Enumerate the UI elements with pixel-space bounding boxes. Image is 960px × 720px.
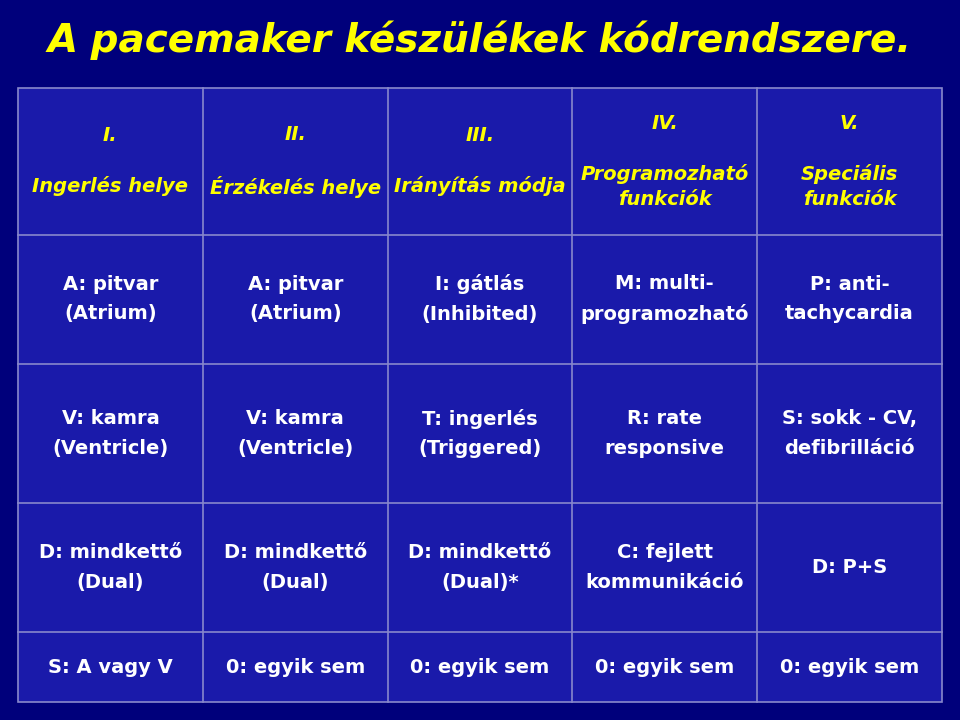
Text: D: mindkettő
(Dual): D: mindkettő (Dual) xyxy=(224,544,367,592)
Bar xyxy=(757,632,942,702)
Bar xyxy=(572,632,757,702)
Bar xyxy=(18,364,203,503)
Bar xyxy=(18,88,942,702)
Text: D: mindkettő
(Dual)*: D: mindkettő (Dual)* xyxy=(408,544,552,592)
Text: P: anti-
tachycardia: P: anti- tachycardia xyxy=(785,275,914,323)
Bar xyxy=(388,632,572,702)
Bar xyxy=(203,364,388,503)
Text: R: rate
responsive: R: rate responsive xyxy=(605,409,725,458)
Bar xyxy=(572,364,757,503)
Text: 0: egyik sem: 0: egyik sem xyxy=(410,657,550,677)
Bar xyxy=(757,88,942,235)
Bar xyxy=(572,503,757,632)
Text: S: A vagy V: S: A vagy V xyxy=(48,657,173,677)
Bar xyxy=(203,235,388,364)
Text: A pacemaker készülékek kódrendszere.: A pacemaker készülékek kódrendszere. xyxy=(48,20,912,60)
Text: C: fejlett
kommunikáció: C: fejlett kommunikáció xyxy=(586,544,744,592)
Text: V: kamra
(Ventricle): V: kamra (Ventricle) xyxy=(237,409,353,458)
Text: S: sokk - CV,
defibrilláció: S: sokk - CV, defibrilláció xyxy=(782,409,917,458)
Bar xyxy=(203,632,388,702)
Bar xyxy=(757,503,942,632)
Bar xyxy=(388,88,572,235)
Bar xyxy=(388,503,572,632)
Text: M: multi-
programozható: M: multi- programozható xyxy=(581,274,749,324)
Text: I: gátlás
(Inhibited): I: gátlás (Inhibited) xyxy=(421,274,539,324)
Bar xyxy=(757,235,942,364)
Text: I.

Ingerlés helye: I. Ingerlés helye xyxy=(33,126,188,197)
Text: II.

Érzékelés helye: II. Érzékelés helye xyxy=(209,125,381,198)
Bar xyxy=(388,364,572,503)
Bar xyxy=(18,632,203,702)
Text: 0: egyik sem: 0: egyik sem xyxy=(780,657,920,677)
Text: T: ingerlés
(Triggered): T: ingerlés (Triggered) xyxy=(419,409,541,458)
Bar xyxy=(388,235,572,364)
Text: 0: egyik sem: 0: egyik sem xyxy=(595,657,734,677)
Bar xyxy=(18,235,203,364)
Bar xyxy=(18,503,203,632)
Bar xyxy=(203,88,388,235)
Text: III.

Irányítás módja: III. Irányítás módja xyxy=(395,126,565,197)
Text: V: kamra
(Ventricle): V: kamra (Ventricle) xyxy=(52,409,169,458)
Bar xyxy=(757,364,942,503)
Text: IV.

Programozható
funkciók: IV. Programozható funkciók xyxy=(581,114,749,209)
Bar xyxy=(18,88,203,235)
Text: A: pitvar
(Atrium): A: pitvar (Atrium) xyxy=(62,275,158,323)
Text: A: pitvar
(Atrium): A: pitvar (Atrium) xyxy=(248,275,343,323)
Bar xyxy=(572,235,757,364)
Text: D: P+S: D: P+S xyxy=(812,558,887,577)
Text: 0: egyik sem: 0: egyik sem xyxy=(226,657,365,677)
Bar xyxy=(203,503,388,632)
Text: V.

Speciális
funkciók: V. Speciális funkciók xyxy=(801,114,899,209)
Bar xyxy=(572,88,757,235)
Text: D: mindkettő
(Dual): D: mindkettő (Dual) xyxy=(38,544,182,592)
